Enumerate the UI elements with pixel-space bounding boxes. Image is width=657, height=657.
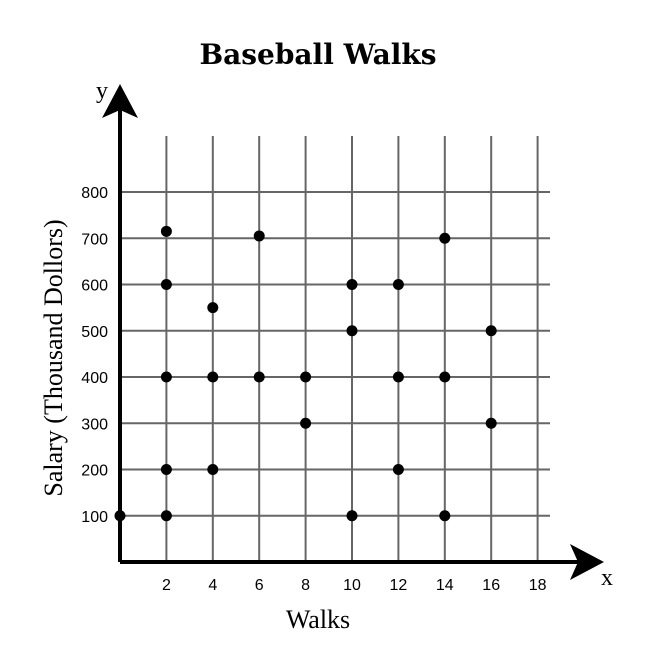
x-tick-label: 4 bbox=[208, 577, 217, 594]
data-point bbox=[160, 510, 172, 522]
x-tick-label: 10 bbox=[343, 577, 361, 594]
data-point bbox=[160, 225, 172, 237]
data-point bbox=[485, 417, 497, 429]
data-point bbox=[346, 510, 358, 522]
data-point bbox=[207, 302, 219, 314]
data-point bbox=[207, 464, 219, 475]
chart-title: Baseball Walks bbox=[199, 38, 436, 71]
data-points bbox=[114, 225, 497, 522]
data-point bbox=[439, 232, 451, 244]
data-point bbox=[346, 325, 358, 337]
x-tick-label: 12 bbox=[390, 577, 408, 594]
y-tick-label: 300 bbox=[81, 416, 108, 433]
y-tick-label: 100 bbox=[81, 509, 108, 526]
data-point bbox=[300, 371, 312, 383]
data-point bbox=[160, 279, 172, 290]
y-tick-label: 500 bbox=[81, 324, 108, 341]
x-tick-label: 2 bbox=[162, 577, 171, 594]
axes bbox=[102, 84, 604, 580]
data-point bbox=[439, 371, 451, 383]
y-tick-label: 600 bbox=[81, 278, 108, 295]
y-axis-arrow-icon bbox=[102, 84, 138, 118]
data-point bbox=[207, 371, 219, 383]
x-axis-label: Walks bbox=[286, 605, 350, 634]
data-point bbox=[160, 371, 172, 383]
x-tick-label: 8 bbox=[301, 577, 310, 594]
data-point bbox=[439, 510, 451, 522]
x-axis-arrow-icon bbox=[570, 544, 604, 580]
y-tick-label: 400 bbox=[81, 370, 108, 387]
tick-labels: 2 4 6 8 10 12 14 16 18 100 200 300 400 500 600 700 800 bbox=[81, 185, 546, 594]
data-point bbox=[253, 371, 265, 383]
x-tick-label: 14 bbox=[436, 577, 454, 594]
x-tick-label: 16 bbox=[482, 577, 500, 594]
data-point bbox=[300, 417, 312, 429]
x-axis-letter: x bbox=[601, 565, 613, 591]
data-point bbox=[485, 325, 497, 337]
data-point bbox=[253, 230, 265, 242]
x-tick-label: 6 bbox=[255, 577, 264, 594]
y-tick-label: 200 bbox=[81, 463, 108, 480]
grid bbox=[120, 136, 550, 562]
y-tick-label: 700 bbox=[81, 231, 108, 248]
data-point bbox=[392, 371, 404, 383]
data-point bbox=[392, 464, 404, 475]
data-point bbox=[114, 510, 126, 522]
y-axis-letter: y bbox=[96, 78, 108, 104]
data-point bbox=[160, 464, 172, 475]
x-tick-label: 18 bbox=[529, 577, 547, 594]
data-point bbox=[346, 279, 358, 290]
data-point bbox=[392, 279, 404, 290]
y-tick-label: 800 bbox=[81, 185, 108, 202]
y-axis-label: Salary (Thousand Dollors) bbox=[39, 219, 68, 496]
